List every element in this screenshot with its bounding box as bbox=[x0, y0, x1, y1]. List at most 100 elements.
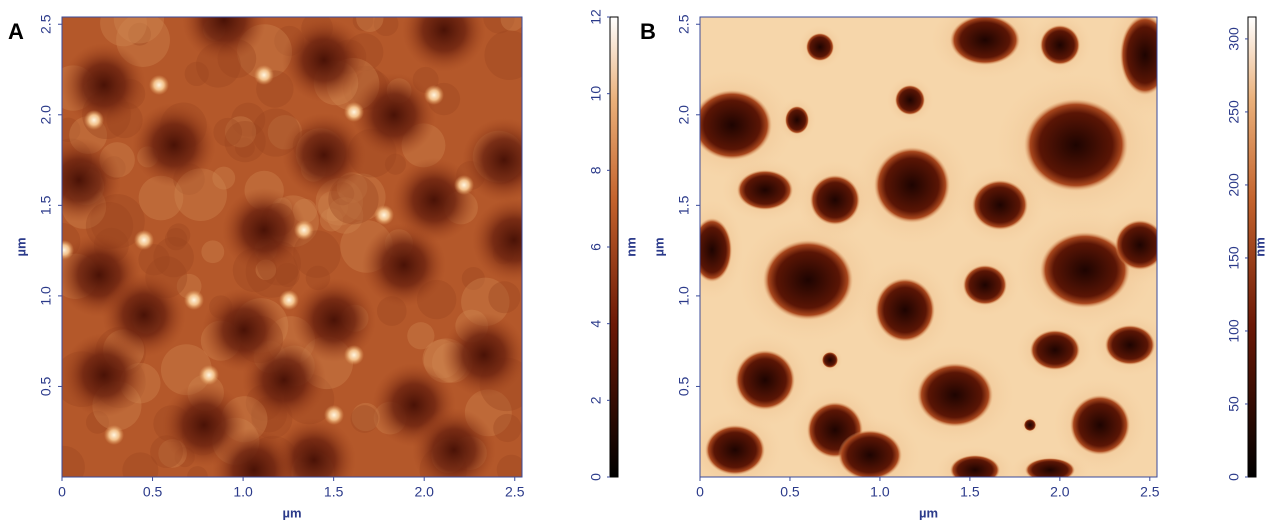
y-tick-label: 2.0 bbox=[676, 105, 692, 125]
pit bbox=[212, 428, 296, 477]
texture bbox=[496, 454, 522, 477]
colorbar-tick-label: 200 bbox=[1226, 173, 1242, 197]
grain bbox=[62, 240, 74, 260]
pit bbox=[392, 158, 476, 242]
y-axis-label: µm bbox=[651, 237, 666, 256]
grain bbox=[279, 290, 299, 310]
pit bbox=[102, 273, 186, 357]
x-tick-label: 0.5 bbox=[143, 484, 163, 500]
texture bbox=[384, 153, 406, 175]
hole bbox=[806, 33, 834, 61]
image-frame bbox=[699, 16, 1158, 478]
texture bbox=[461, 277, 510, 327]
grain bbox=[84, 110, 104, 130]
texture bbox=[201, 240, 225, 264]
hole bbox=[1040, 25, 1080, 65]
pit bbox=[62, 333, 146, 417]
hole bbox=[1105, 325, 1155, 365]
y-tick-label: 2.5 bbox=[676, 14, 692, 34]
grain bbox=[344, 345, 364, 365]
pit bbox=[282, 113, 366, 197]
colorbar-tick-label: 0 bbox=[1226, 473, 1242, 481]
panel-label: A bbox=[8, 19, 24, 44]
hole bbox=[838, 430, 902, 477]
texture bbox=[224, 120, 266, 163]
texture bbox=[352, 17, 374, 31]
texture bbox=[153, 236, 194, 278]
hole bbox=[785, 106, 809, 134]
hole bbox=[950, 17, 1020, 65]
texture bbox=[62, 117, 81, 143]
texture bbox=[318, 190, 349, 222]
texture bbox=[113, 17, 165, 44]
grain bbox=[199, 365, 219, 385]
y-tick-label: 1.5 bbox=[38, 195, 54, 215]
texture bbox=[234, 137, 255, 158]
hole bbox=[1024, 419, 1036, 431]
texture bbox=[213, 117, 243, 147]
texture bbox=[484, 30, 522, 81]
texture bbox=[231, 102, 266, 137]
texture bbox=[138, 244, 170, 276]
texture bbox=[212, 166, 236, 190]
pit bbox=[222, 188, 306, 272]
hole bbox=[700, 218, 732, 282]
texture bbox=[184, 61, 209, 86]
colorbar-tick-label: 12 bbox=[588, 9, 604, 25]
colorbar-tick-label: 100 bbox=[1226, 319, 1242, 343]
x-tick-label: 1.0 bbox=[870, 484, 890, 500]
texture bbox=[500, 17, 522, 32]
hole bbox=[735, 350, 795, 410]
x-tick-label: 2.0 bbox=[1050, 484, 1070, 500]
texture bbox=[488, 281, 521, 314]
y-tick-label: 2.0 bbox=[38, 105, 54, 125]
hole bbox=[1030, 330, 1080, 370]
texture bbox=[350, 405, 379, 433]
hole bbox=[1120, 17, 1157, 95]
grain bbox=[324, 405, 344, 425]
texture bbox=[122, 452, 159, 477]
texture bbox=[62, 445, 85, 477]
hole bbox=[1040, 232, 1130, 308]
colorbar-label: nm bbox=[623, 237, 638, 257]
pit bbox=[402, 17, 486, 72]
y-tick-label: 0.5 bbox=[38, 377, 54, 397]
pit bbox=[182, 17, 266, 62]
texture bbox=[483, 17, 515, 34]
x-axis-label: µm bbox=[919, 505, 938, 520]
colorbar-tick-label: 300 bbox=[1226, 27, 1242, 51]
grain bbox=[454, 175, 474, 195]
colorbar bbox=[609, 16, 619, 478]
colorbar-tick-label: 10 bbox=[588, 86, 604, 102]
pit bbox=[412, 408, 496, 477]
colorbar-tick-label: 6 bbox=[588, 243, 604, 251]
colorbar-tick-label: 50 bbox=[1226, 396, 1242, 412]
y-axis-label: µm bbox=[13, 237, 28, 256]
texture bbox=[166, 223, 191, 247]
texture bbox=[128, 22, 152, 46]
texture bbox=[373, 17, 399, 37]
pit bbox=[132, 103, 216, 187]
pit bbox=[292, 278, 376, 362]
texture bbox=[493, 413, 522, 443]
grain bbox=[134, 230, 154, 250]
hole bbox=[705, 425, 765, 475]
x-axis-label: µm bbox=[282, 505, 301, 520]
grain bbox=[149, 75, 169, 95]
x-tick-label: 2.5 bbox=[505, 484, 525, 500]
grain bbox=[424, 85, 444, 105]
texture bbox=[326, 197, 364, 234]
hole bbox=[1024, 99, 1128, 191]
hole bbox=[875, 278, 935, 342]
hole bbox=[810, 175, 860, 225]
colorbar-tick-label: 8 bbox=[588, 166, 604, 174]
image-frame bbox=[61, 16, 523, 478]
hole bbox=[822, 352, 838, 368]
grain bbox=[374, 205, 394, 225]
x-tick-label: 0 bbox=[58, 484, 66, 500]
hole bbox=[700, 90, 772, 160]
afm-image bbox=[62, 17, 522, 477]
texture bbox=[319, 208, 344, 232]
texture bbox=[100, 17, 147, 47]
